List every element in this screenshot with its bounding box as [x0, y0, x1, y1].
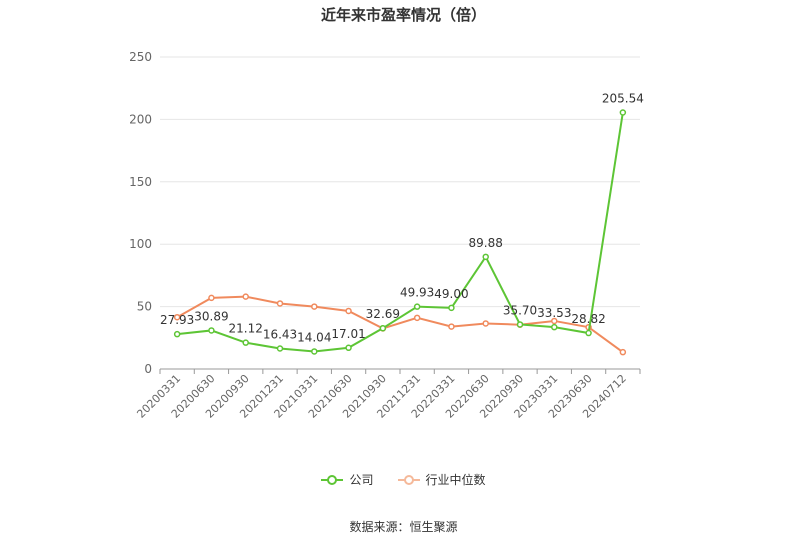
legend-label-industry: 行业中位数 [425, 473, 486, 487]
data-point-company [413, 303, 421, 310]
legend-marker-company [321, 474, 344, 485]
data-label-company: 16.43 [263, 327, 297, 341]
data-point-company [276, 345, 284, 352]
data-point-industry [208, 294, 215, 302]
y-tick-label: 0 [144, 362, 152, 376]
data-label-company: 14.04 [297, 330, 331, 344]
data-label-company: 32.69 [366, 307, 400, 321]
data-point-industry [311, 303, 318, 310]
data-point-company [551, 323, 558, 331]
data-point-company [208, 327, 215, 334]
data-point-company [379, 324, 387, 332]
data-point-company [516, 321, 524, 328]
data-point-industry [619, 348, 627, 356]
legend-label-company: 公司 [349, 473, 374, 487]
data-label-company: 21.12 [229, 322, 263, 336]
y-tick-label: 100 [129, 237, 152, 251]
y-tick-label: 50 [137, 300, 152, 314]
data-label-company: 27.93 [160, 313, 194, 327]
data-point-company [311, 348, 318, 355]
legend: 公司 行业中位数 [0, 471, 807, 488]
data-label-company: 30.89 [194, 309, 228, 323]
data-label-company: 49.93 [400, 286, 434, 300]
data-point-industry [276, 300, 284, 307]
data-point-industry [482, 320, 489, 327]
data-point-industry [448, 323, 455, 330]
data-label-company: 205.54 [602, 91, 644, 105]
series-line-industry [176, 295, 624, 353]
chart-title: 近年来市盈率情况（倍） [320, 6, 486, 24]
data-point-company [345, 344, 352, 352]
series-line-company [177, 112, 624, 353]
data-point-industry [551, 317, 558, 325]
data-point-company [585, 329, 592, 337]
data-point-company [173, 330, 181, 338]
y-tick-label: 250 [129, 50, 152, 64]
data-label-company: 49.00 [434, 287, 468, 301]
source-note: 数据来源：恒生聚源 [349, 520, 458, 534]
legend-item-company[interactable]: 公司 [321, 471, 374, 488]
data-point-company [482, 253, 489, 261]
data-point-company [242, 339, 249, 346]
data-point-industry [242, 293, 249, 300]
data-label-company: 17.01 [331, 327, 365, 341]
data-label-company: 89.88 [469, 236, 503, 250]
y-tick-label: 200 [129, 112, 152, 126]
data-label-company: 35.70 [503, 303, 537, 317]
data-point-company [619, 109, 627, 116]
data-point-industry [413, 314, 421, 322]
legend-item-industry[interactable]: 行业中位数 [397, 471, 486, 488]
data-label-company: 33.53 [537, 306, 571, 320]
data-point-industry [345, 307, 352, 315]
y-tick-label: 150 [129, 175, 152, 189]
data-label-company: 28.82 [571, 312, 605, 326]
data-point-company [448, 304, 455, 312]
data-point-industry [173, 313, 181, 321]
legend-marker-industry [397, 474, 420, 485]
